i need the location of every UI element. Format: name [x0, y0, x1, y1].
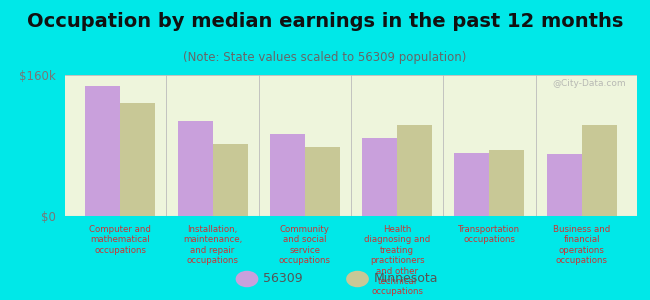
Text: (Note: State values scaled to 56309 population): (Note: State values scaled to 56309 popu…: [183, 51, 467, 64]
Text: @City-Data.com: @City-Data.com: [552, 79, 625, 88]
Bar: [85, 85, 120, 216]
Ellipse shape: [346, 271, 369, 287]
Text: Minnesota: Minnesota: [374, 272, 438, 286]
Bar: [305, 147, 340, 216]
Bar: [177, 121, 213, 216]
Bar: [362, 138, 397, 216]
Bar: [397, 125, 432, 216]
Bar: [582, 125, 617, 216]
Bar: [270, 134, 305, 216]
Bar: [213, 144, 248, 216]
Bar: [489, 150, 525, 216]
Bar: [120, 103, 155, 216]
Bar: [547, 154, 582, 216]
Text: 56309: 56309: [263, 272, 303, 286]
Ellipse shape: [235, 271, 259, 287]
Bar: [454, 152, 489, 216]
Text: Occupation by median earnings in the past 12 months: Occupation by median earnings in the pas…: [27, 12, 623, 31]
